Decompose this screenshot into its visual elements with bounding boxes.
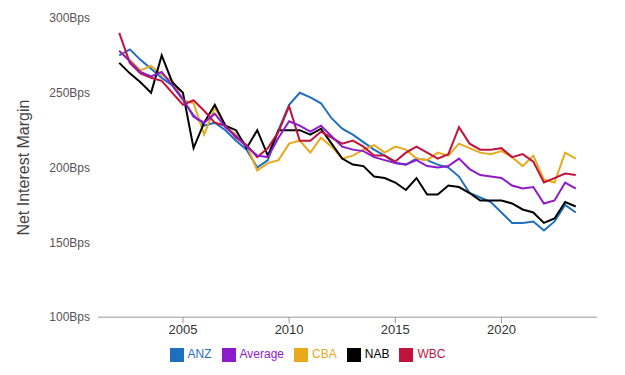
html-text:CBA: CBA	[312, 347, 337, 362]
svg-text:300Bps: 300Bps	[49, 11, 90, 25]
svg-text:2010: 2010	[275, 322, 304, 337]
svg-text:2005: 2005	[168, 322, 197, 337]
html-text:NAB: NAB	[364, 347, 390, 362]
html-text:WBC: WBC	[417, 347, 446, 362]
svg-text:2020: 2020	[487, 322, 516, 337]
svg-text:2015: 2015	[381, 322, 410, 337]
html-text:Average: Average	[239, 347, 284, 362]
svg-text:150Bps: 150Bps	[49, 236, 90, 250]
svg-text:200Bps: 200Bps	[49, 161, 90, 175]
svg-text:100Bps: 100Bps	[49, 310, 90, 324]
svg-text:250Bps: 250Bps	[49, 86, 90, 100]
html-text:ANZ: ANZ	[187, 347, 212, 362]
svg-text:Net Interest Margin: Net Interest Margin	[15, 100, 32, 236]
